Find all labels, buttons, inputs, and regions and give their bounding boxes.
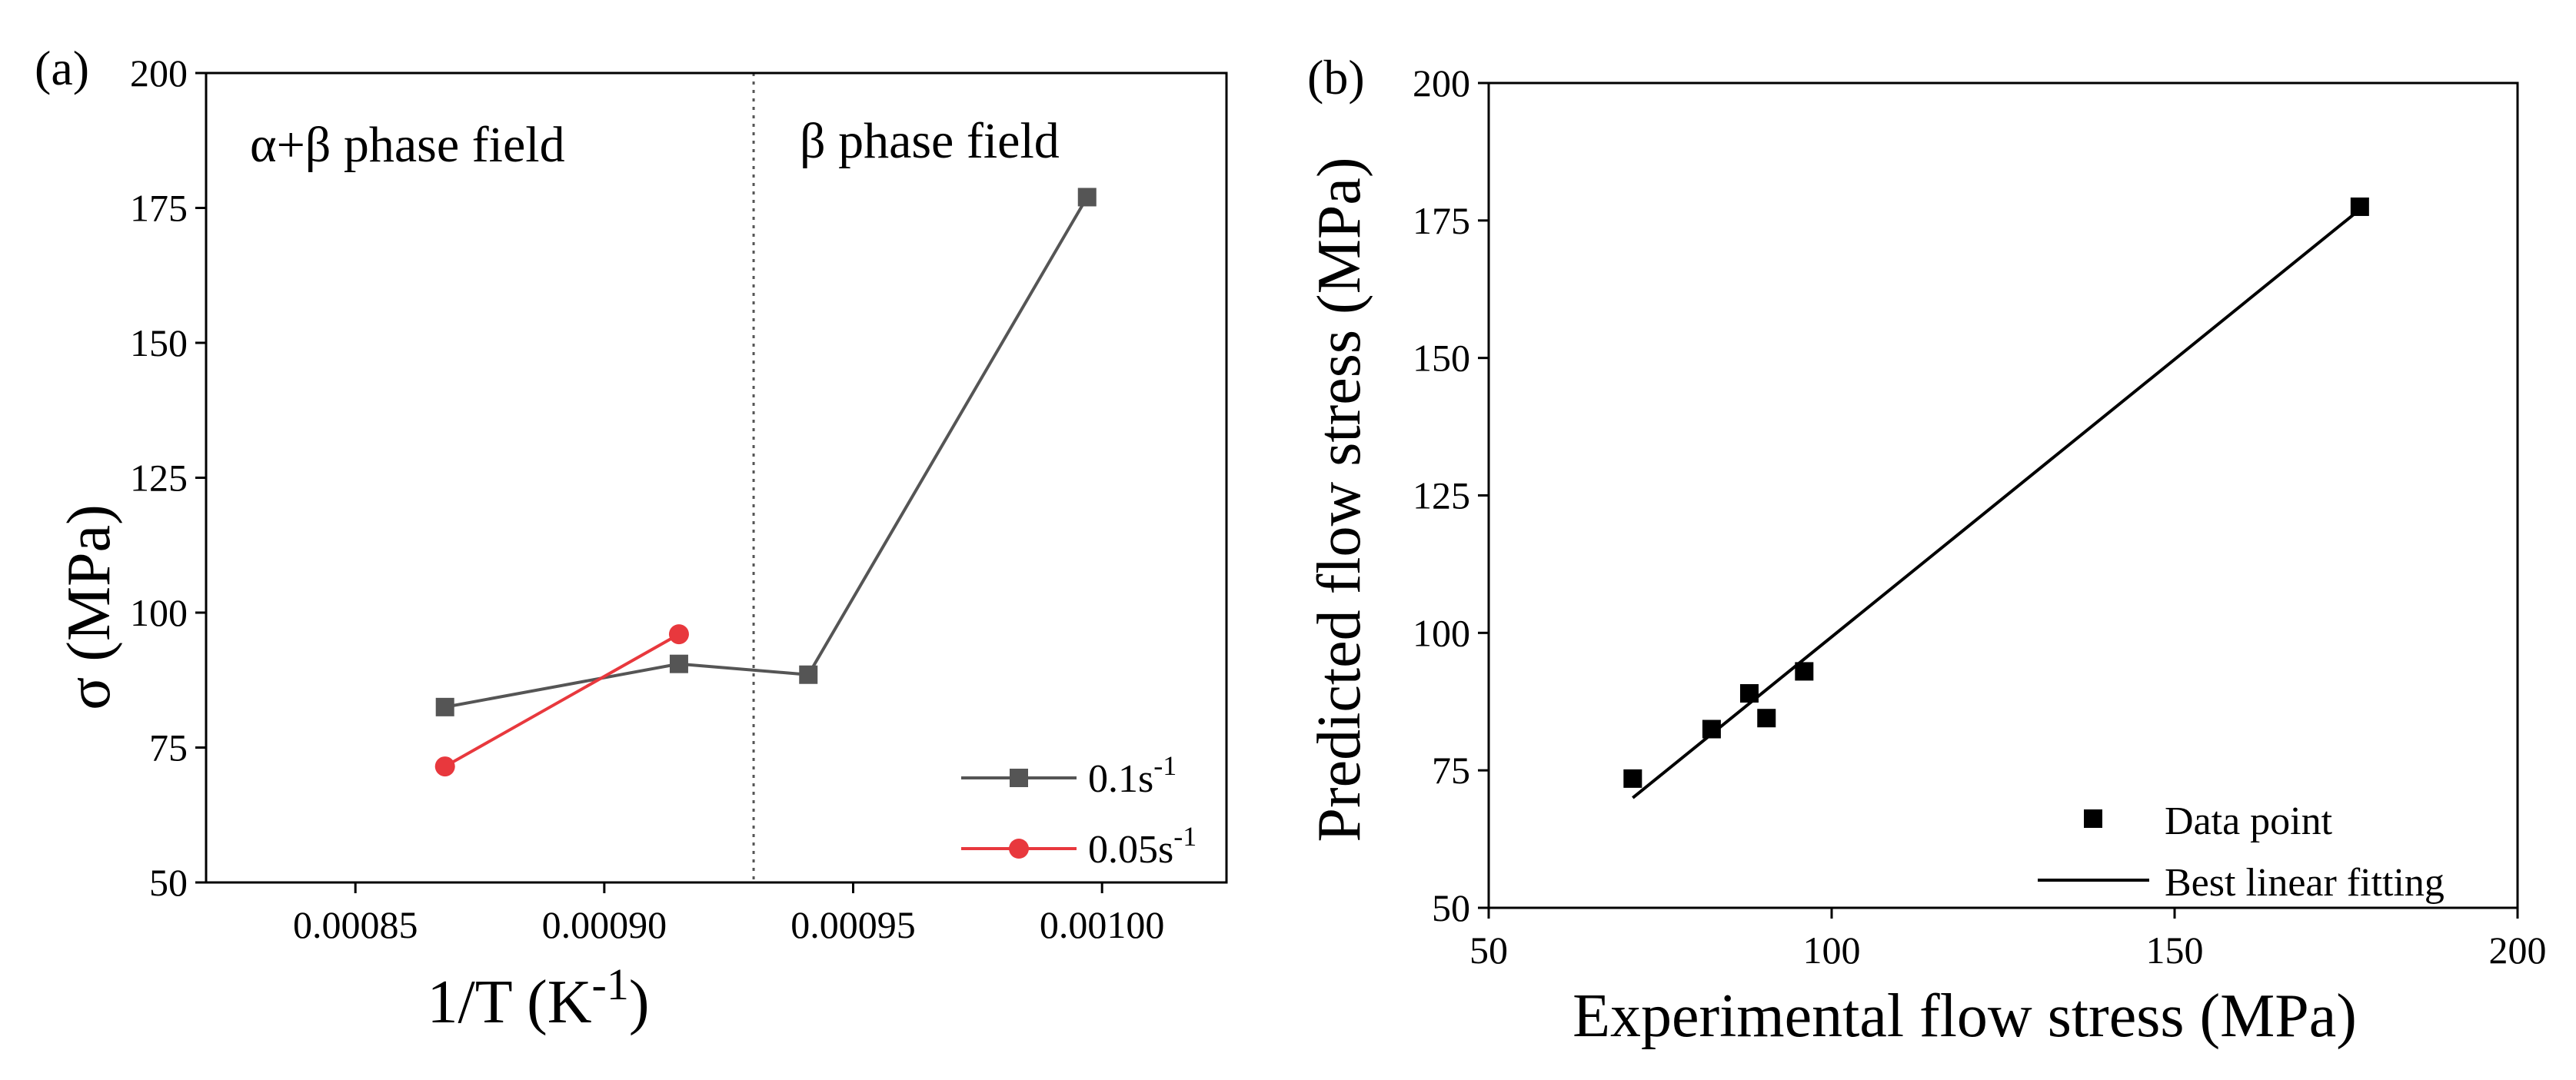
legend-label-0.05s-main: 0.05s: [1088, 828, 1173, 872]
legend-label-0.1s: 0.1s-1: [1088, 750, 1177, 801]
panel-b-plot-frame: [1487, 81, 2519, 909]
data-point-0.1s: [1077, 188, 1097, 207]
legend-marker-0.05s: [1009, 839, 1029, 859]
data-point-0.1s: [669, 654, 688, 673]
panel-a-y-tick-label: 150: [130, 321, 188, 364]
panel-b-y-tick-label: 75: [1432, 749, 1470, 792]
annotation-alpha-beta-phase-field: α+β phase field: [250, 117, 565, 173]
panel-b-y-tick-label: 150: [1413, 337, 1470, 380]
panel-b-y-tick-label: 125: [1413, 474, 1470, 517]
series-line-0.05s: [444, 633, 680, 768]
panel-b-y-tick-label: 50: [1432, 886, 1470, 929]
panel-a-x-axis-title-main: 1/T (K: [427, 969, 591, 1036]
panel-a-x-axis-title: 1/T (K-1): [427, 959, 649, 1036]
data-point-0.1s: [435, 697, 454, 716]
panel-a-y-tick-label: 125: [130, 457, 188, 500]
panel-b-y-axis-title: Predicted flow stress (MPa): [1306, 158, 1373, 842]
data-point-0.05s: [668, 624, 689, 645]
legend-label-0.1s-sup: -1: [1153, 750, 1177, 781]
panel-a-y-tick-label: 200: [130, 52, 188, 95]
panel-a-y-axis-title: σ (MPa): [55, 504, 123, 710]
panel-a-plot-frame: [205, 71, 1228, 884]
data-point: [1623, 769, 1642, 788]
legend-marker-data-point: [2084, 809, 2102, 828]
legend-label-0.1s-main: 0.1s: [1088, 757, 1153, 801]
panel-b-y-tick-label: 100: [1413, 611, 1470, 654]
panel-a-x-tick-label: 0.00095: [790, 903, 916, 946]
panel-a-y-tick-label: 50: [149, 861, 188, 904]
annotation-beta-phase-field: β phase field: [800, 113, 1060, 169]
panel-b-x-axis-title: Experimental flow stress (MPa): [1573, 982, 2357, 1050]
panel-b-x-tick-label: 200: [2489, 929, 2547, 972]
panel-a-legend: 0.1s-1 0.05s-1: [961, 750, 1196, 872]
panel-b-y-tick-label: 175: [1413, 199, 1470, 242]
data-point: [1739, 684, 1759, 703]
panel-b-x-tick-label: 150: [2146, 929, 2204, 972]
panel-b-label: (b): [1307, 50, 1365, 105]
fit-line: [1632, 208, 2361, 799]
data-point: [2350, 197, 2369, 216]
panel-a-x-tick-label: 0.00090: [542, 903, 667, 946]
legend-label-0.05s: 0.05s-1: [1088, 821, 1196, 872]
panel-a-x-axis-title-sup: -1: [592, 959, 629, 1009]
panel-a-y-tick-label: 100: [130, 591, 188, 634]
panel-a-x-axis-title-close: ): [629, 969, 650, 1036]
data-point: [1795, 662, 1814, 681]
series-line-0.1s: [444, 196, 1089, 709]
panel-b-x-tick-label: 50: [1469, 929, 1508, 972]
data-point: [1702, 719, 1721, 739]
panel-b-y-tick-label: 200: [1413, 61, 1470, 105]
panel-a-x-tick-label: 0.00085: [293, 903, 418, 946]
data-point: [1757, 709, 1776, 728]
panel-a-y-tick-label: 75: [149, 726, 188, 769]
panel-b-legend: Data point Best linear fitting: [2038, 799, 2445, 905]
panel-a-y-tick-label: 175: [130, 187, 188, 230]
legend-label-best-linear-fitting: Best linear fitting: [2165, 861, 2445, 905]
legend-label-0.05s-sup: -1: [1173, 821, 1196, 852]
panel-a: (a) α+β phase field β phase field 50 75 10…: [35, 41, 1228, 1036]
data-point-0.1s: [799, 665, 818, 684]
panel-a-x-tick-label: 0.00100: [1040, 903, 1165, 946]
data-point-0.05s: [434, 756, 455, 777]
panel-b-x-tick-label: 100: [1803, 929, 1861, 972]
panel-a-label: (a): [35, 41, 89, 95]
legend-label-data-point: Data point: [2165, 799, 2333, 843]
legend-marker-0.1s: [1010, 769, 1028, 787]
panel-b: (b) 50 75 100 125 150 175 200 50 100 150 200 Predi…: [1306, 50, 2547, 1050]
